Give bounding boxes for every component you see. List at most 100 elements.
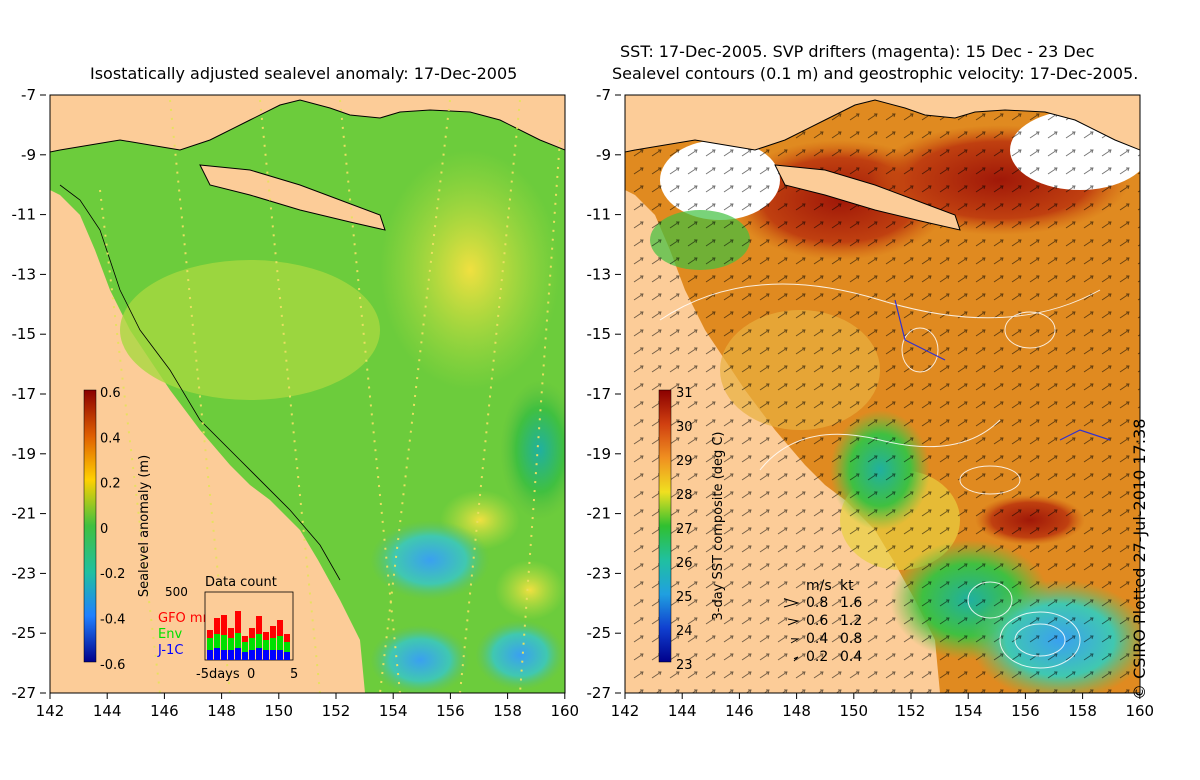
right-y-tick-label: -17 <box>587 385 612 403</box>
data-count-bar <box>214 634 220 648</box>
copyright-notice: © CSIRO Plotted 27-Jul-2010 17:38 <box>1130 418 1149 700</box>
left-y-tick-label: -7 <box>21 86 36 104</box>
sla-colorbar-label: Sealevel anomaly (m) <box>137 455 152 597</box>
left-x-tick-label: 158 <box>493 702 522 720</box>
velocity-arrow-icon <box>787 618 800 626</box>
sst-colorbar-tick: 31 <box>676 386 693 401</box>
data-count-bar <box>284 652 290 660</box>
papua-coast-left <box>50 95 565 153</box>
sla-colorbar-tick: -0.4 <box>100 613 125 628</box>
data-count-bar <box>235 611 241 633</box>
velocity-legend-ms: 0.6 <box>806 613 828 629</box>
right-y-tick-label: -9 <box>596 146 611 164</box>
data-count-bar <box>277 620 283 636</box>
velocity-arrow-icon <box>783 598 800 608</box>
right-map <box>625 95 1140 693</box>
right-y-tick-label: -25 <box>587 624 612 642</box>
data-count-xlabel-start: -5days <box>196 667 240 682</box>
data-count-bar <box>256 634 262 648</box>
velocity-legend-ms-header: m/s <box>806 578 832 594</box>
left-y-tick-label: -25 <box>12 624 37 642</box>
data-count-xlabel-mid: 0 <box>247 667 255 682</box>
left-x-tick-label: 148 <box>207 702 236 720</box>
new-britain-right <box>774 164 961 231</box>
data-count-bar <box>256 616 262 634</box>
data-count-bar <box>277 650 283 660</box>
left-y-tick-label: -9 <box>21 146 36 164</box>
velocity-legend-kt: 0.4 <box>840 649 862 665</box>
data-count-title: Data count <box>205 575 277 590</box>
data-count-bar <box>277 636 283 650</box>
sst-colorbar-tick: 30 <box>676 420 693 435</box>
left-x-tick-label: 160 <box>550 702 579 720</box>
data-count-series-j1c: J-1C <box>157 643 183 658</box>
data-count-bar <box>284 642 290 652</box>
data-count-bar <box>263 650 269 660</box>
sst-colorbar <box>658 389 672 663</box>
right-y-tick-label: -7 <box>596 86 611 104</box>
right-y-tick-label: -13 <box>587 265 612 283</box>
data-count-bar <box>228 650 234 660</box>
data-count-bar <box>249 650 255 660</box>
sst-colorbar-tick: 25 <box>676 590 693 605</box>
velocity-legend-ms: 0.8 <box>806 595 828 611</box>
sst-colorbar-label: 3-day SST composite (deg C) <box>711 431 726 620</box>
data-count-bar <box>228 638 234 650</box>
data-count-bar <box>207 650 213 660</box>
right-x-tick-label: 150 <box>839 702 868 720</box>
right-x-tick-label: 158 <box>1068 702 1097 720</box>
right-x-tick-label: 156 <box>1011 702 1040 720</box>
sla-colorbar-tick: -0.6 <box>100 658 125 673</box>
data-count-bar <box>263 632 269 640</box>
right-x-tick-label: 152 <box>897 702 926 720</box>
right-y-tick-label: -15 <box>587 325 612 343</box>
data-count-bar <box>242 652 248 660</box>
left-map <box>50 95 565 693</box>
right-map-title-line1: SST: 17-Dec-2005. SVP drifters (magenta)… <box>620 42 1095 61</box>
data-count-bar <box>221 615 227 635</box>
sst-colorbar-tick: 28 <box>676 488 693 503</box>
data-count-bar <box>270 626 276 638</box>
data-count-series-env: Env <box>158 627 182 642</box>
data-count-bar <box>207 638 213 650</box>
left-y-tick-label: -13 <box>12 265 37 283</box>
right-x-tick-label: 146 <box>725 702 754 720</box>
data-count-max: 500 <box>165 585 188 599</box>
data-count-bar <box>242 642 248 652</box>
right-y-tick-label: -23 <box>587 564 612 582</box>
sla-colorbar-tick: 0 <box>100 522 108 537</box>
data-count-bar <box>270 650 276 660</box>
left-x-tick-label: 144 <box>93 702 122 720</box>
left-x-tick-label: 154 <box>379 702 408 720</box>
sst-colorbar-tick: 27 <box>676 522 693 537</box>
left-map-title: Isostatically adjusted sealevel anomaly:… <box>90 64 518 83</box>
right-y-tick-label: -19 <box>587 445 612 463</box>
data-count-series-gfo: GFO mm <box>158 611 215 626</box>
velocity-legend-kt: 1.2 <box>840 613 862 629</box>
velocity-legend-ms: 0.4 <box>806 631 828 647</box>
velocity-arrow-icon <box>790 638 800 644</box>
right-x-tick-label: 142 <box>611 702 640 720</box>
right-x-tick-label: 144 <box>668 702 697 720</box>
right-map-title-line2: Sealevel contours (0.1 m) and geostrophi… <box>612 64 1139 83</box>
velocity-legend: m/s kt 0.8 1.6 0.6 1.2 0.4 0.8 0.2 0.4 <box>783 578 862 665</box>
velocity-legend-kt: 1.6 <box>840 595 862 611</box>
data-count-bar <box>242 636 248 642</box>
sst-colorbar-tick: 26 <box>676 556 693 571</box>
sla-colorbar-tick: 0.4 <box>100 431 121 446</box>
left-x-tick-label: 146 <box>150 702 179 720</box>
left-y-tick-label: -19 <box>12 445 37 463</box>
data-count-bar <box>221 635 227 650</box>
new-britain-left <box>199 164 386 231</box>
data-count-bar <box>284 634 290 642</box>
right-y-tick-label: -27 <box>587 684 612 702</box>
sla-colorbar-tick: -0.2 <box>100 567 125 582</box>
sla-colorbar-tick: 0.2 <box>100 477 121 492</box>
velocity-legend-ms: 0.2 <box>806 649 828 665</box>
left-y-tick-label: -17 <box>12 385 37 403</box>
right-y-tick-label: -21 <box>587 505 612 523</box>
left-x-tick-label: 142 <box>36 702 65 720</box>
data-count-inset: Data count 500 GFO mm Env J-1C -5days 0 … <box>157 575 298 682</box>
left-y-tick-label: -27 <box>12 684 37 702</box>
